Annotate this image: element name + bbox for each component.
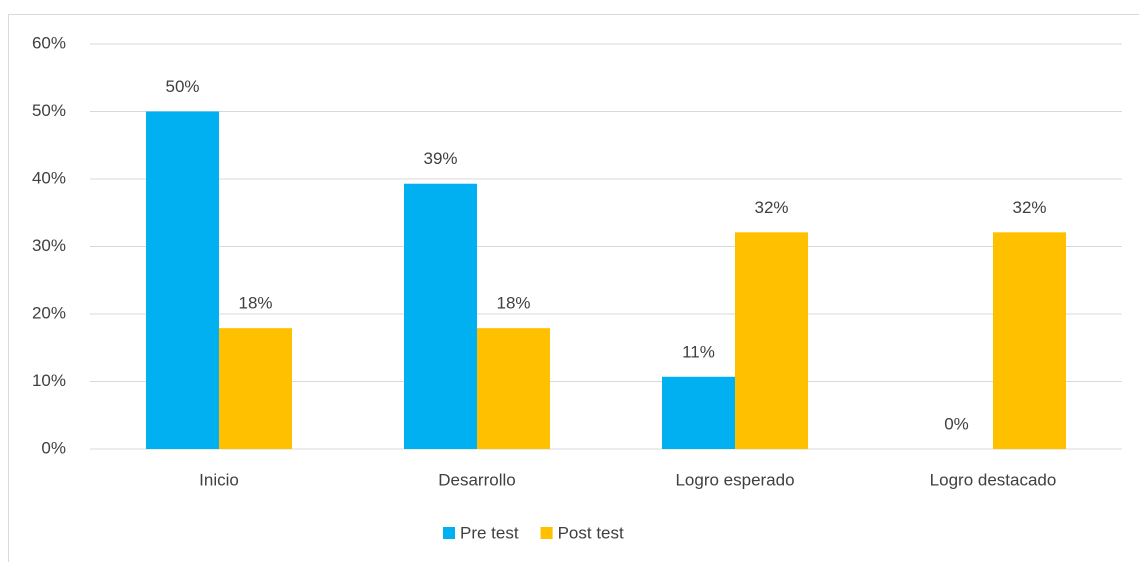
bar: [146, 111, 219, 449]
data-label: 0%: [944, 414, 969, 433]
y-tick-label: 0%: [41, 438, 66, 457]
legend-label: Post test: [558, 523, 624, 542]
data-label: 18%: [238, 294, 272, 313]
data-label: 32%: [754, 198, 788, 217]
legend-swatch: [443, 527, 455, 539]
bar: [735, 232, 808, 449]
bar: [219, 328, 292, 449]
y-tick-label: 30%: [32, 236, 66, 255]
x-tick-label: Desarrollo: [438, 470, 515, 489]
bar: [662, 376, 735, 449]
y-tick-label: 50%: [32, 101, 66, 120]
data-label: 32%: [1012, 198, 1046, 217]
bar: [404, 183, 477, 449]
data-label: 50%: [165, 77, 199, 96]
x-tick-label: Inicio: [199, 470, 239, 489]
y-tick-label: 60%: [32, 33, 66, 52]
y-tick-label: 40%: [32, 168, 66, 187]
bar: [477, 328, 550, 449]
x-tick-label: Logro destacado: [930, 470, 1057, 489]
x-tick-label: Logro esperado: [675, 470, 794, 489]
data-label: 39%: [423, 149, 457, 168]
data-label: 18%: [496, 294, 530, 313]
legend-swatch: [540, 527, 553, 539]
legend-label: Pre test: [460, 523, 519, 542]
bar: [993, 232, 1066, 449]
y-tick-label: 20%: [32, 303, 66, 322]
data-label: 11%: [682, 342, 715, 361]
y-tick-label: 10%: [32, 371, 66, 390]
